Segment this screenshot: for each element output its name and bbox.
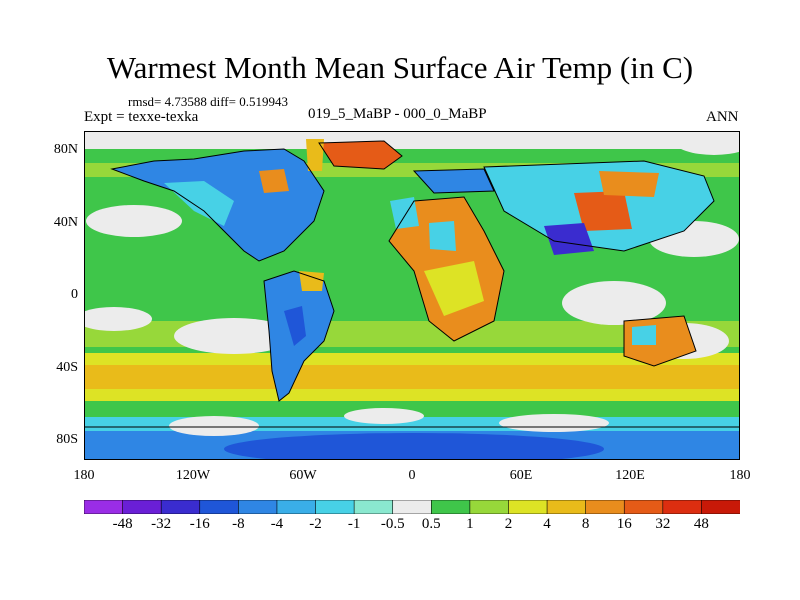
pacific-zero-north [86, 205, 182, 237]
lon-tick-120w: 120W [175, 468, 211, 483]
tibet-hot [574, 191, 632, 231]
north-america-cool [164, 181, 234, 226]
europe-field [414, 169, 494, 193]
lat-tick-0: 0 [71, 287, 78, 302]
greenland-west [306, 139, 324, 171]
colorbar-box [392, 500, 433, 514]
canada-hot [259, 169, 289, 193]
lon-tick-120e: 120E [615, 468, 645, 483]
tibet-cold [544, 223, 594, 255]
season-label: ANN [706, 109, 739, 125]
colorbar-label: 48 [693, 516, 709, 532]
colorbar-box [315, 500, 355, 514]
africa-central [424, 261, 484, 316]
map-title: Warmest Month Mean Surface Air Temp (in … [106, 50, 694, 85]
arctic-zero [84, 131, 740, 149]
colorbar-box [122, 500, 162, 514]
coastlines [84, 140, 740, 428]
southern-zero-c [499, 414, 609, 432]
lon-tick-180-east: 180 [729, 468, 751, 483]
colorbar-label: 0.5 [421, 516, 441, 532]
greenland-hot [319, 141, 402, 169]
pacific-zero-south-west [84, 307, 152, 331]
pacific-zero-south [174, 318, 294, 354]
southern-ocean-warm-band-lower [84, 389, 740, 401]
lon-tick-0: 0 [408, 468, 416, 483]
colorbar-label: 4 [543, 516, 551, 532]
lon-tick-60e: 60E [509, 468, 533, 483]
lat-tick-40n: 40N [53, 215, 78, 230]
statistics-text: rmsd= 4.73588 diff= 0.519943 [128, 94, 288, 109]
experiment-label: Expt = texxe-texka [84, 109, 199, 125]
lat-tick-40s: 40S [56, 360, 78, 375]
colorbar-box [160, 500, 201, 514]
south-america-cold-core [284, 306, 306, 346]
subpolar-band [84, 401, 740, 417]
lon-tick-60w: 60W [289, 468, 317, 483]
colorbar-box [469, 500, 510, 514]
southern-zero-b [344, 408, 424, 424]
colorbar-label: -48 [112, 516, 133, 532]
colorbar-box [701, 500, 740, 514]
south-america-north-warm [299, 271, 324, 291]
colorbar-label: -4 [270, 516, 284, 532]
colorbar-box [662, 500, 703, 514]
colorbar-box [353, 500, 394, 514]
colorbar-box [238, 500, 278, 514]
colorbar-label: 32 [655, 516, 671, 532]
lat-tick-80n: 80N [53, 142, 78, 157]
colorbar-label: -0.5 [380, 516, 405, 532]
lon-tick-180-west: 180 [73, 468, 95, 483]
colorbar-label: 1 [466, 516, 474, 532]
colorbar-label: -32 [151, 516, 172, 532]
temperature-anomaly-map [84, 131, 740, 460]
colorbar-box [199, 500, 240, 514]
colorbar-label: 8 [581, 516, 590, 532]
colorbar-label: 16 [616, 516, 632, 532]
colorbar-box [84, 500, 124, 514]
colorbar-box [276, 500, 317, 514]
colorbar-box [585, 500, 626, 514]
colorbar-box [508, 500, 548, 514]
colorbar-label: -1 [347, 516, 361, 532]
colorbar [84, 500, 740, 514]
australia-cool-patch [632, 325, 656, 345]
colorbar-box [430, 500, 471, 514]
colorbar-box [623, 500, 664, 514]
antarctica-cold-core [224, 433, 604, 460]
colorbar-label: -16 [189, 516, 210, 532]
southern-ocean-warm-band-upper [84, 353, 740, 365]
colorbar-label: -8 [232, 516, 245, 532]
difference-label: 019_5_MaBP - 000_0_MaBP [308, 106, 487, 122]
southern-ocean-warm-band [84, 363, 740, 391]
colorbar-label: 2 [504, 516, 513, 532]
colorbar-label: -2 [309, 516, 322, 532]
colorbar-box [546, 500, 587, 514]
arctic-zero-east [674, 131, 740, 155]
indian-zero [562, 281, 666, 325]
siberia-hot [599, 171, 659, 197]
lat-tick-80s: 80S [56, 432, 78, 447]
southern-zero-a [169, 416, 259, 436]
sahara-cool-patch [429, 221, 456, 251]
map-frame [84, 131, 740, 460]
